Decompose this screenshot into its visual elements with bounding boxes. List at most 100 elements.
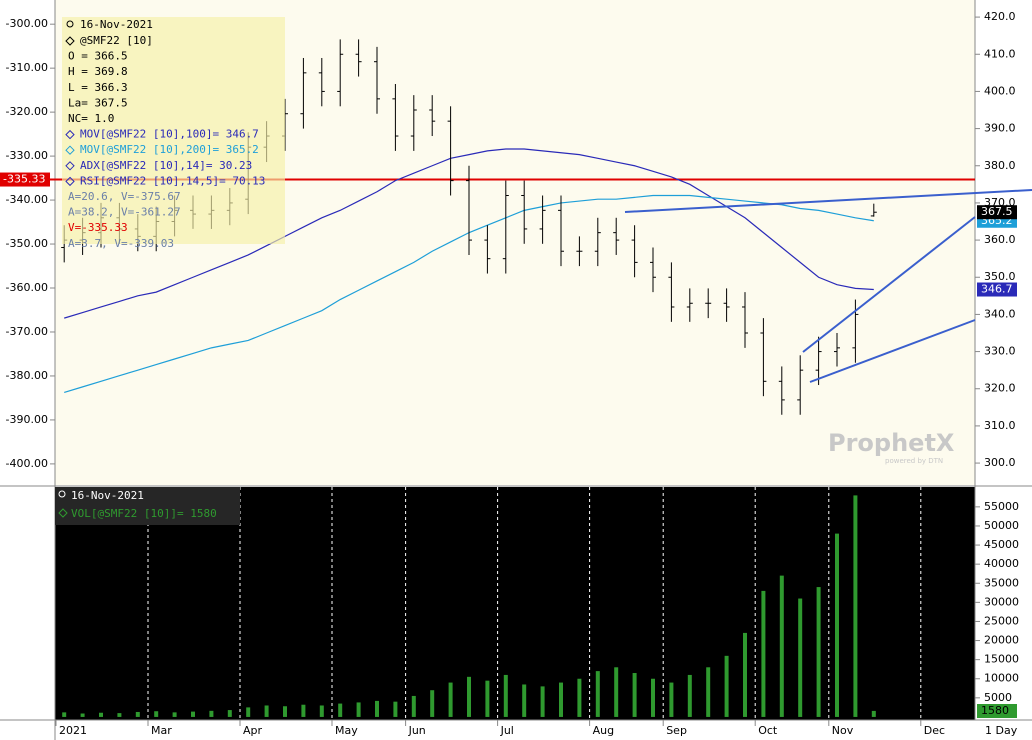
volume-panel: [55, 487, 975, 720]
y2-tick-label: -400.00: [6, 457, 48, 470]
watermark: ProphetX: [828, 429, 955, 457]
info-line: H = 369.8: [68, 65, 128, 78]
volume-bar: [246, 707, 251, 717]
volume-legend: VOL[@SMF22 [10]]= 1580: [71, 507, 217, 520]
y2-tick-label: -300.00: [6, 17, 48, 30]
y-tick-label: 350.0: [984, 270, 1016, 283]
watermark-sub: powered by DTN: [885, 457, 943, 465]
volume-bar: [191, 711, 195, 717]
volume-bar: [375, 700, 379, 717]
volume-bar: [283, 706, 287, 717]
x-tick-label: Mar: [151, 724, 172, 737]
volume-bar: [393, 701, 398, 717]
y-tick-label: 10000: [984, 672, 1019, 685]
info-box: [62, 17, 285, 244]
info-line: A=38.2, V=-361.27: [68, 206, 181, 219]
y-tick-label: 5000: [984, 691, 1012, 704]
y-tick-label: 410.0: [984, 47, 1016, 60]
reference-label-box: [0, 172, 50, 187]
y-tick-label: 40000: [984, 557, 1019, 570]
reference-label: -335.33: [3, 173, 45, 186]
volume-bar: [264, 705, 269, 717]
y-tick-label: 360.0: [984, 233, 1016, 246]
volume-bar: [448, 682, 453, 717]
volume-bar: [798, 598, 803, 717]
info-line: RSI[@SMF22 [10],14,5]= 70.13: [80, 174, 265, 187]
volume-bar: [595, 671, 600, 717]
volume-bar: [154, 711, 159, 717]
info-line: A=3.7, V=-339.03: [68, 237, 174, 250]
y-tick-label: 45000: [984, 538, 1019, 551]
y2-tick-label: -320.00: [6, 105, 48, 118]
info-line: V=-335.33: [68, 221, 128, 234]
magnifier-icon: [58, 490, 66, 498]
y-tick-label: 320.0: [984, 382, 1016, 395]
y2-tick-label: -370.00: [6, 325, 48, 338]
volume-bar: [577, 678, 582, 717]
volume-bar: [559, 682, 563, 717]
legend-diamond: [58, 508, 68, 518]
y-tick-label: 400.0: [984, 84, 1016, 97]
info-line: MOV[@SMF22 [10],200]= 365.2: [80, 143, 259, 156]
y-tick-label: 300.0: [984, 456, 1016, 469]
volume-bar: [467, 676, 471, 717]
info-diamond: [65, 161, 75, 171]
volume-bar: [632, 673, 637, 717]
info-line: A=20.6, V=-375.67: [68, 190, 181, 203]
info-line: La= 367.5: [68, 96, 128, 109]
volume-header: 16-Nov-2021: [71, 489, 144, 502]
volume-bar: [853, 495, 858, 717]
y-tick-label: 390.0: [984, 122, 1016, 135]
y-tick-label: 330.0: [984, 345, 1016, 358]
y-tick-label: 380.0: [984, 159, 1016, 172]
y2-tick-label: -380.00: [6, 369, 48, 382]
y-tick-label: 20000: [984, 634, 1019, 647]
info-diamond: [65, 36, 75, 46]
volume-bar: [356, 702, 361, 717]
info-line: ADX[@SMF22 [10],14]= 30.23: [80, 159, 252, 172]
info-line: MOV[@SMF22 [10],100]= 346.7: [80, 128, 259, 141]
y-tick-label: 30000: [984, 595, 1019, 608]
y-tick-label: 15000: [984, 653, 1019, 666]
y2-tick-label: -360.00: [6, 281, 48, 294]
volume-bar: [835, 533, 839, 717]
volume-bar: [117, 713, 122, 717]
y-tick-label: 35000: [984, 576, 1019, 589]
y-tick-label: 25000: [984, 614, 1019, 627]
volume-bar: [172, 712, 177, 717]
magnifier-icon: [66, 20, 74, 28]
volume-bar: [430, 690, 435, 717]
y2-tick-label: -350.00: [6, 237, 48, 250]
y-tick-label: 55000: [984, 500, 1019, 513]
info-line: O = 366.5: [68, 50, 128, 63]
trend-line: [809, 319, 976, 383]
volume-layer: 5000 10000 15000 20000 25000 30000 35000 40000 4…: [55, 487, 1019, 737]
trend-lines: [624, 189, 1032, 383]
last-value-box: [977, 205, 1017, 220]
volume-bar: [779, 575, 784, 717]
x-tick-label: Dec: [924, 724, 945, 737]
x-tick-label: Aug: [593, 724, 614, 737]
y2-tick-label: -390.00: [6, 413, 48, 426]
info-line: NC= 1.0: [68, 112, 114, 125]
volume-bar: [485, 680, 490, 717]
y-tick-label: 340.0: [984, 307, 1016, 320]
volume-bar: [761, 590, 766, 717]
last-value-label: 1580: [981, 704, 1009, 717]
volume-bar: [135, 711, 140, 717]
volume-bar: [80, 713, 85, 717]
info-diamond: [65, 145, 75, 155]
last-value-label: 367.5: [981, 205, 1013, 218]
y2-tick-label: -340.00: [6, 193, 48, 206]
volume-bar: [540, 686, 545, 717]
y-tick-label: 310.0: [984, 419, 1016, 432]
volume-bar: [62, 712, 67, 717]
last-value-box: [977, 282, 1017, 297]
volume-bar: [301, 704, 306, 717]
volume-bar: [227, 710, 232, 717]
volume-bar: [522, 684, 527, 717]
volume-bar: [871, 710, 876, 717]
y-tick-label: 420.0: [984, 10, 1016, 23]
